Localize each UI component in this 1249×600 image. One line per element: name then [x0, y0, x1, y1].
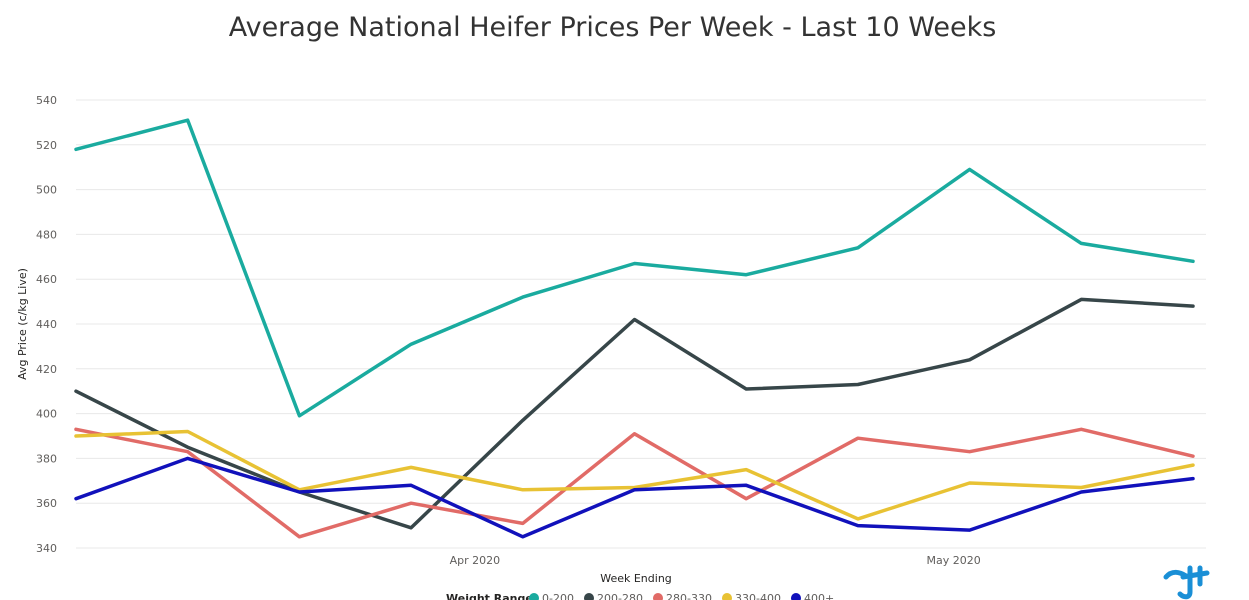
data-point[interactable] — [184, 455, 191, 462]
data-point[interactable] — [519, 294, 526, 301]
data-point[interactable] — [631, 316, 638, 323]
legend-title: Weight Range — [446, 592, 533, 600]
data-point[interactable] — [966, 480, 973, 487]
data-point[interactable] — [854, 515, 861, 522]
data-point[interactable] — [408, 341, 415, 348]
data-point[interactable] — [519, 533, 526, 540]
data-point[interactable] — [743, 271, 750, 278]
legend-item-200-280[interactable]: 200-280 — [584, 592, 643, 600]
data-point[interactable] — [854, 522, 861, 529]
legend-label: 0-200 — [542, 592, 574, 600]
data-point[interactable] — [1190, 303, 1197, 310]
y-tick-label: 460 — [36, 273, 57, 286]
legend-marker — [653, 593, 663, 600]
data-point[interactable] — [1190, 453, 1197, 460]
data-point[interactable] — [631, 430, 638, 437]
series-line-280-330[interactable] — [74, 427, 1195, 539]
data-point[interactable] — [743, 482, 750, 489]
y-tick-label: 440 — [36, 318, 57, 331]
data-point[interactable] — [1190, 475, 1197, 482]
y-tick-label: 360 — [36, 497, 57, 510]
legend-marker — [791, 593, 801, 600]
data-point[interactable] — [408, 482, 415, 489]
series-line-400+[interactable] — [74, 456, 1195, 539]
y-axis: 340 360 380 400 420 440 460 480 500 520 540 — [36, 94, 57, 555]
data-point[interactable] — [743, 385, 750, 392]
legend-label: 200-280 — [597, 592, 643, 600]
y-tick-label: 380 — [36, 452, 57, 465]
legend-item-0-200[interactable]: 0-200 — [529, 592, 574, 600]
data-point[interactable] — [519, 417, 526, 424]
data-point[interactable] — [408, 464, 415, 471]
data-point[interactable] — [966, 166, 973, 173]
data-point[interactable] — [519, 520, 526, 527]
data-point[interactable] — [631, 260, 638, 267]
legend-marker — [529, 593, 539, 600]
series-line-0-200[interactable] — [74, 118, 1195, 418]
legend-item-280-330[interactable]: 280-330 — [653, 592, 712, 600]
data-point[interactable] — [743, 466, 750, 473]
y-axis-title: Avg Price (c/kg Live) — [16, 268, 29, 380]
data-point[interactable] — [73, 433, 80, 440]
data-point[interactable] — [1078, 240, 1085, 247]
legend[interactable]: Weight Range 0-200 200-280 280-330 330-400 40… — [446, 592, 834, 600]
data-point[interactable] — [73, 495, 80, 502]
data-point[interactable] — [408, 500, 415, 507]
x-tick-label: May 2020 — [927, 554, 981, 567]
data-point[interactable] — [296, 412, 303, 419]
legend-label: 400+ — [804, 592, 834, 600]
data-point[interactable] — [73, 388, 80, 395]
data-point[interactable] — [743, 495, 750, 502]
data-point[interactable] — [631, 486, 638, 493]
data-point[interactable] — [1078, 426, 1085, 433]
data-point[interactable] — [296, 533, 303, 540]
legend-label: 330-400 — [735, 592, 781, 600]
data-point[interactable] — [854, 381, 861, 388]
y-tick-label: 400 — [36, 408, 57, 421]
x-axis-title: Week Ending — [600, 572, 672, 585]
legend-item-400+[interactable]: 400+ — [791, 592, 834, 600]
data-point[interactable] — [854, 244, 861, 251]
data-point[interactable] — [1190, 258, 1197, 265]
y-tick-label: 540 — [36, 94, 57, 107]
data-point[interactable] — [519, 486, 526, 493]
chart-title: Average National Heifer Prices Per Week … — [228, 12, 997, 43]
series-line-200-280[interactable] — [74, 297, 1195, 530]
data-point[interactable] — [1190, 462, 1197, 469]
gridlines — [76, 99, 1206, 549]
data-point[interactable] — [184, 448, 191, 455]
legend-item-330-400[interactable]: 330-400 — [722, 592, 781, 600]
data-point[interactable] — [854, 435, 861, 442]
series-line-330-400[interactable] — [74, 429, 1195, 521]
data-point[interactable] — [1078, 296, 1085, 303]
legend-marker — [722, 593, 732, 600]
legend-marker — [584, 593, 594, 600]
data-point[interactable] — [296, 489, 303, 496]
y-tick-label: 340 — [36, 542, 57, 555]
x-tick-label: Apr 2020 — [450, 554, 501, 567]
legend-label: 280-330 — [666, 592, 712, 600]
series-lines — [73, 117, 1197, 540]
data-point[interactable] — [184, 117, 191, 124]
data-point[interactable] — [73, 426, 80, 433]
data-point[interactable] — [1078, 489, 1085, 496]
data-point[interactable] — [966, 448, 973, 455]
data-point[interactable] — [408, 524, 415, 531]
data-point[interactable] — [73, 146, 80, 153]
brand-logo-icon — [1163, 565, 1210, 600]
data-point[interactable] — [184, 428, 191, 435]
y-tick-label: 520 — [36, 139, 57, 152]
y-tick-label: 420 — [36, 363, 57, 376]
data-point[interactable] — [966, 527, 973, 534]
x-axis: Apr 2020 May 2020 — [450, 554, 981, 567]
y-tick-label: 500 — [36, 184, 57, 197]
data-point[interactable] — [966, 356, 973, 363]
y-tick-label: 480 — [36, 228, 57, 241]
